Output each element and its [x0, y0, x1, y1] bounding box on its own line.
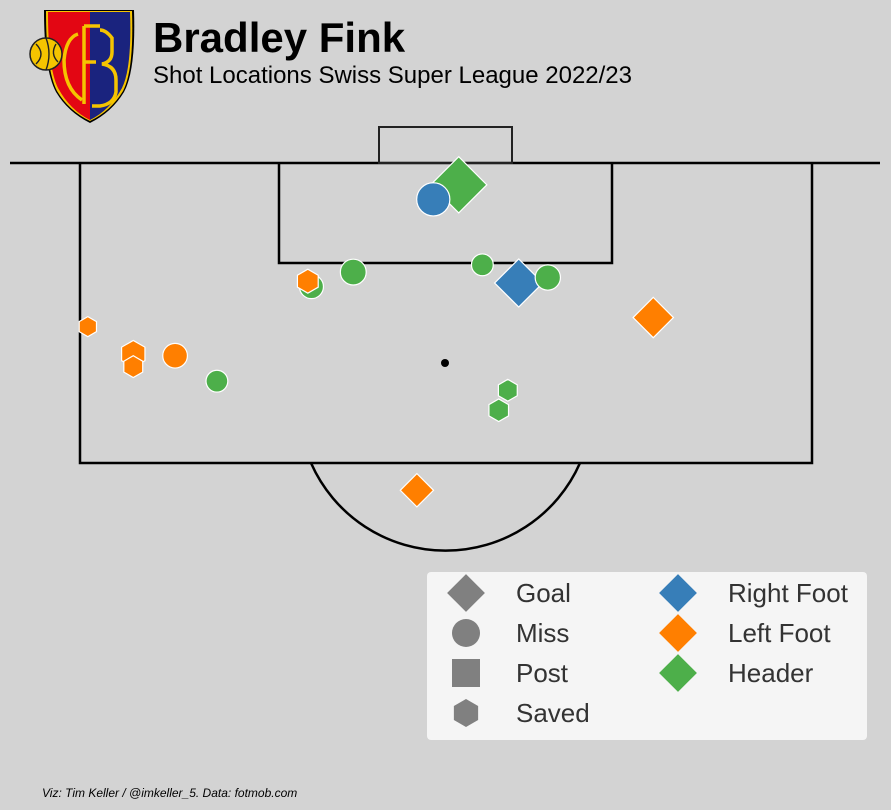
legend-label: Post: [516, 658, 569, 688]
legend-label: Saved: [516, 698, 590, 728]
legend-marker-right-foot: [659, 574, 697, 612]
credit-text: Viz: Tim Keller / @imkeller_5. Data: fot…: [42, 786, 298, 800]
legend-label: Right Foot: [728, 578, 849, 608]
shot-marker: [78, 315, 98, 338]
page-subtitle: Shot Locations Swiss Super League 2022/2…: [153, 62, 633, 89]
legend-marker-goal: [447, 574, 485, 612]
legend-label: Goal: [516, 578, 571, 608]
shot-marker: [339, 258, 367, 286]
legend-marker-header: [659, 654, 697, 692]
shot-marker: [123, 355, 144, 379]
legend-marker-miss: [452, 619, 480, 647]
crest-ball-icon: [29, 37, 63, 71]
shot-marker: [296, 268, 319, 294]
shot-marker: [470, 253, 494, 277]
shot-marker: [162, 342, 189, 369]
legend-label: Miss: [516, 618, 569, 648]
legend-marker-saved: [453, 699, 479, 727]
shot-marker: [534, 264, 562, 291]
shot-marker: [632, 296, 675, 339]
legend-marker-left-foot: [659, 614, 697, 652]
shot-marker: [399, 472, 435, 508]
shot-marker: [497, 378, 518, 402]
shot-marker: [493, 258, 544, 308]
shot-marker: [416, 182, 451, 217]
legend-box: [427, 572, 867, 740]
shot-marker: [205, 369, 229, 393]
crest-letters: [62, 24, 118, 108]
legend: Goal Miss Post Saved Right Foot Left Foot Hea…: [427, 572, 867, 740]
legend-label: Header: [728, 658, 814, 688]
penalty-arc: [309, 462, 582, 552]
legend-marker-post: [452, 659, 480, 687]
page-title: Bradley Fink: [153, 14, 406, 61]
club-crest: [29, 10, 135, 123]
penalty-spot: [441, 359, 449, 367]
shots: [78, 155, 675, 508]
penalty-area: [78, 163, 814, 465]
shot-marker: [488, 398, 510, 423]
pitch-lines: [10, 126, 880, 552]
goal-frame: [378, 126, 513, 164]
legend-label: Left Foot: [728, 618, 831, 648]
six-yard-box: [277, 163, 614, 265]
